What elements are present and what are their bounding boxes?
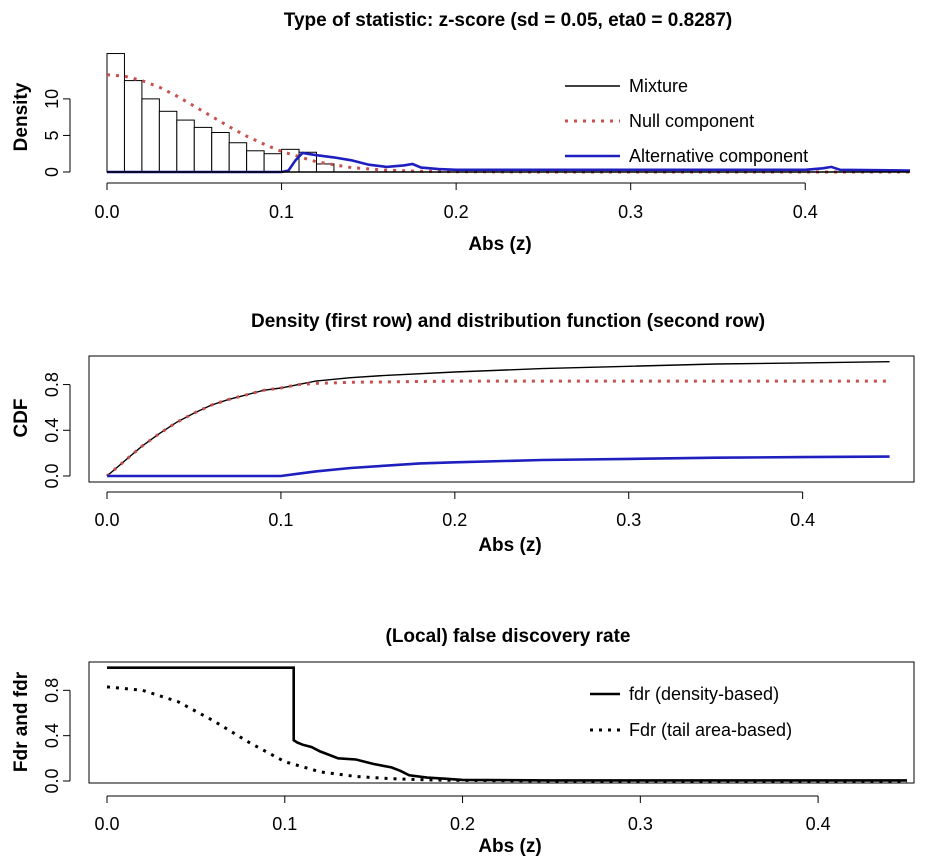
x-tick-label: 0.1 xyxy=(268,510,293,530)
y-axis: 0.0 0.4 0.8 xyxy=(42,372,71,489)
x-tick-label: 0.0 xyxy=(94,510,119,530)
x-tick-label: 0.2 xyxy=(442,510,467,530)
density-panel: Type of statistic: z-score (sd = 0.05, e… xyxy=(11,10,911,255)
series-line xyxy=(107,151,911,174)
chart-title: Type of statistic: z-score (sd = 0.05, e… xyxy=(284,10,732,31)
x-axis-label: Abs (z) xyxy=(478,836,541,857)
x-axis-label: Abs (z) xyxy=(478,535,541,556)
x-tick-label: 0.4 xyxy=(806,814,831,834)
y-tick-label: 0.8 xyxy=(42,678,62,703)
series-group xyxy=(106,666,907,783)
x-tick-label: 0.4 xyxy=(790,510,815,530)
histogram-bar xyxy=(141,98,160,173)
x-axis-label: Abs (z) xyxy=(468,234,531,255)
histogram xyxy=(106,53,335,173)
series-group xyxy=(106,361,890,478)
legend-label: fdr (density-based) xyxy=(629,684,779,704)
series-line xyxy=(106,379,890,478)
y-tick-label: 0 xyxy=(42,167,62,177)
chart-title: (Local) false discovery rate xyxy=(386,626,631,647)
y-tick-label: 5 xyxy=(42,130,62,140)
chart-title: Density (first row) and distribution fun… xyxy=(251,311,765,332)
legend-label: Alternative component xyxy=(629,146,808,166)
legend-label: Mixture xyxy=(629,76,688,96)
histogram-bar xyxy=(106,53,125,173)
y-axis-label: Density xyxy=(11,82,32,151)
cdf-panel: Density (first row) and distribution fun… xyxy=(11,311,915,556)
y-axis: 0 5 10 xyxy=(42,89,71,177)
y-tick-label: 0.4 xyxy=(42,418,62,443)
histogram-bar xyxy=(123,80,143,173)
histogram-bar xyxy=(211,132,230,173)
x-tick-label: 0.1 xyxy=(269,202,294,222)
series-group xyxy=(106,73,911,174)
y-tick-label: 0.0 xyxy=(42,768,62,793)
histogram-bar xyxy=(158,110,178,173)
y-axis-label: Fdr and fdr xyxy=(11,671,32,772)
y-tick-label: 0.4 xyxy=(42,723,62,748)
legend: fdr (density-based) Fdr (tail area-based) xyxy=(590,684,792,740)
x-tick-label: 0.3 xyxy=(618,202,643,222)
plot-frame xyxy=(88,661,915,784)
y-axis: 0.0 0.4 0.8 xyxy=(42,678,71,794)
plot-frame xyxy=(88,355,915,483)
x-tick-label: 0.3 xyxy=(628,814,653,834)
x-axis: 0.0 0.1 0.2 0.3 0.4 xyxy=(94,491,815,530)
series-line xyxy=(107,455,890,478)
series-line xyxy=(106,361,890,477)
legend-label: Fdr (tail area-based) xyxy=(629,720,792,740)
x-tick-label: 0.0 xyxy=(94,814,119,834)
x-tick-label: 0.4 xyxy=(793,202,818,222)
x-tick-label: 0.1 xyxy=(272,814,297,834)
histogram-bar xyxy=(263,153,283,173)
histogram-bar xyxy=(176,119,195,173)
x-tick-label: 0.2 xyxy=(450,814,475,834)
y-tick-label: 0.0 xyxy=(42,463,62,488)
fdr-panel: (Local) false discovery rate Abs (z) Fdr… xyxy=(11,626,915,857)
x-tick-label: 0.0 xyxy=(94,202,119,222)
y-axis-label: CDF xyxy=(11,398,32,437)
x-tick-label: 0.3 xyxy=(616,510,641,530)
legend: Mixture Null component Alternative compone… xyxy=(565,76,808,166)
histogram-bar xyxy=(228,142,248,173)
histogram-bar xyxy=(246,150,265,173)
y-tick-label: 10 xyxy=(42,89,62,109)
x-axis: 0.0 0.1 0.2 0.3 0.4 xyxy=(94,795,831,834)
y-tick-label: 0.8 xyxy=(42,372,62,397)
legend-label: Null component xyxy=(629,111,754,131)
histogram-bar xyxy=(193,126,213,173)
x-tick-label: 0.2 xyxy=(444,202,469,222)
x-axis: 0.0 0.1 0.2 0.3 0.4 xyxy=(94,182,818,222)
series-line xyxy=(107,666,907,782)
